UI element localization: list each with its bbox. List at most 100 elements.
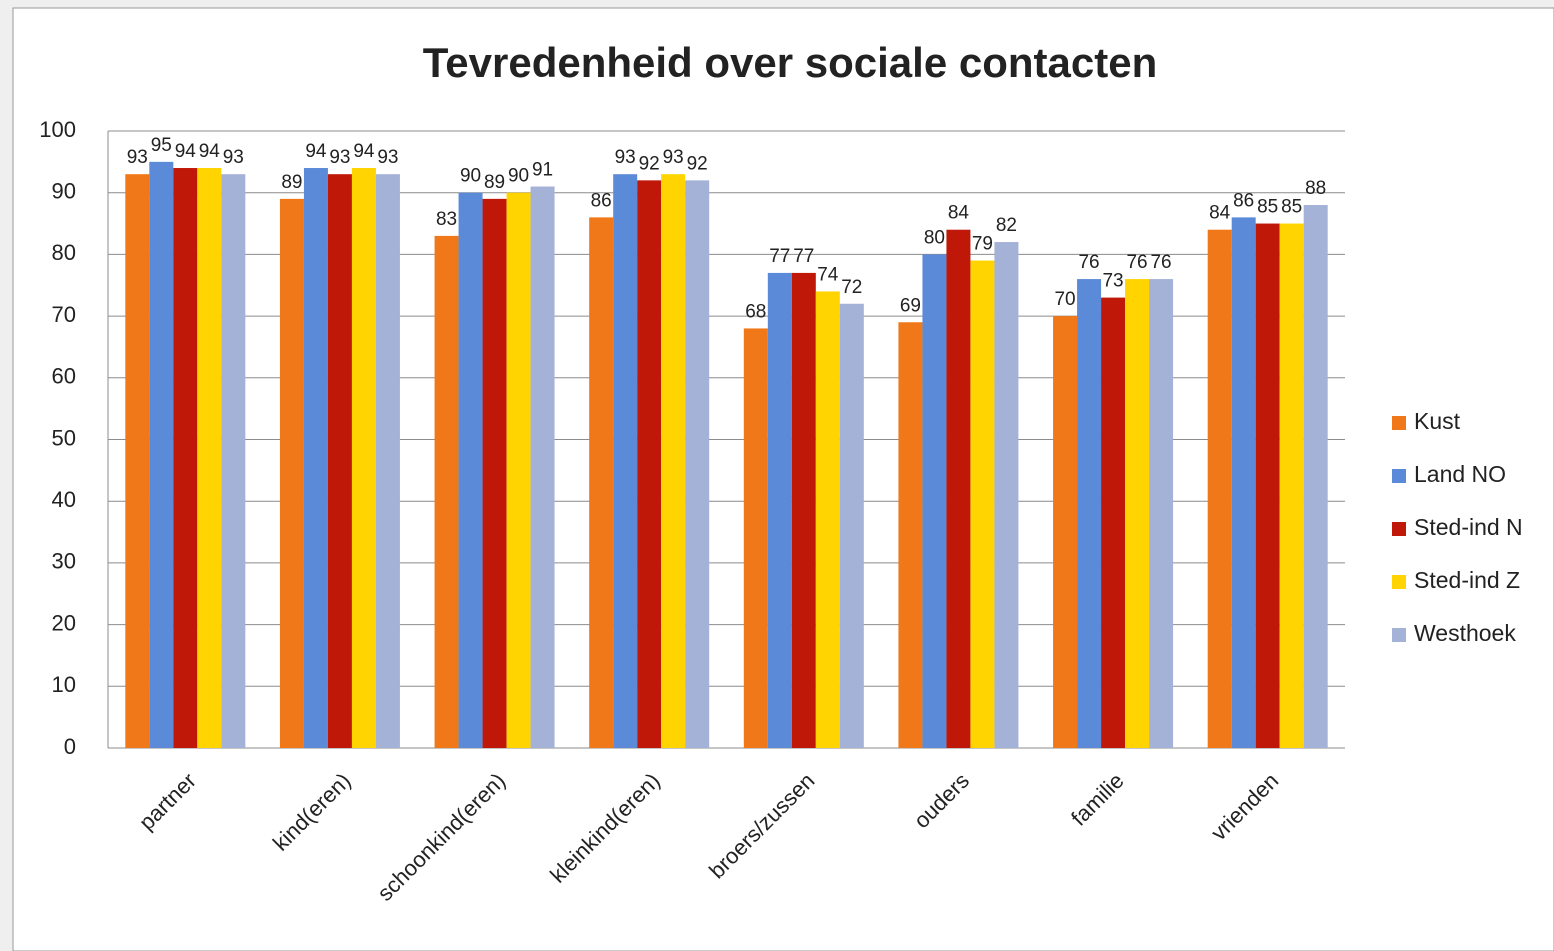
data-label: 89: [484, 172, 505, 193]
legend-swatch: [1392, 522, 1406, 536]
data-label: 70: [1054, 289, 1075, 310]
data-label: 73: [1102, 271, 1123, 292]
y-tick-label: 20: [52, 610, 76, 635]
bar: [994, 242, 1019, 748]
bar: [1077, 279, 1102, 748]
y-tick-label: 0: [64, 734, 76, 759]
bar: [685, 180, 710, 749]
legend-label: Kust: [1414, 408, 1461, 434]
bar: [149, 161, 174, 749]
bar: [434, 235, 459, 748]
chart-title: Tevredenheid over sociale contacten: [423, 39, 1158, 86]
y-tick-label: 30: [52, 549, 76, 574]
bar: [1231, 217, 1256, 748]
legend-label: Land NO: [1414, 461, 1506, 487]
data-label: 95: [151, 135, 172, 156]
bar: [197, 168, 222, 748]
bar: [279, 198, 304, 748]
bar: [970, 260, 995, 748]
bar: [351, 168, 376, 748]
legend-swatch: [1392, 416, 1406, 430]
bar: [815, 291, 840, 748]
y-tick-label: 80: [52, 240, 76, 265]
bar: [1207, 229, 1232, 749]
data-label: 93: [663, 147, 684, 168]
bar: [946, 229, 971, 749]
data-label: 92: [639, 153, 660, 174]
bar: [173, 168, 198, 748]
data-label: 72: [841, 277, 862, 298]
data-label: 93: [329, 147, 350, 168]
bar: [767, 272, 792, 748]
bar: [791, 272, 816, 748]
bar: [1149, 279, 1174, 748]
data-label: 93: [127, 147, 148, 168]
bar: [839, 303, 864, 748]
legend-label: Sted-ind N: [1414, 514, 1523, 540]
data-label: 77: [793, 246, 814, 267]
bar: [661, 174, 686, 748]
data-label: 83: [436, 209, 457, 230]
bar: [589, 217, 614, 748]
bar: [1255, 223, 1280, 749]
data-label: 82: [996, 215, 1017, 236]
data-label: 79: [972, 234, 993, 255]
bar: [327, 174, 352, 748]
data-label: 85: [1281, 197, 1302, 218]
legend-swatch: [1392, 628, 1406, 642]
bar: [482, 198, 507, 748]
data-label: 86: [591, 190, 612, 211]
data-label: 80: [924, 227, 945, 248]
data-label: 76: [1150, 252, 1171, 273]
y-tick-label: 60: [52, 364, 76, 389]
bar: [1125, 279, 1150, 748]
data-label: 77: [769, 246, 790, 267]
bar: [221, 174, 246, 748]
data-label: 68: [745, 301, 766, 322]
bar: [125, 174, 150, 748]
y-tick-label: 40: [52, 487, 76, 512]
data-label: 69: [900, 295, 921, 316]
bar: [613, 174, 638, 748]
data-label: 84: [1209, 203, 1231, 224]
bar: [458, 192, 483, 748]
bar: [922, 254, 947, 748]
bar: [506, 192, 531, 748]
data-label: 85: [1257, 197, 1278, 218]
data-label: 91: [532, 160, 553, 181]
data-label: 93: [223, 147, 244, 168]
bar: [303, 168, 328, 748]
y-tick-label: 50: [52, 425, 76, 450]
data-label: 94: [199, 141, 221, 162]
y-tick-label: 10: [52, 672, 76, 697]
data-label: 92: [687, 153, 708, 174]
legend-swatch: [1392, 469, 1406, 483]
bar: [1053, 316, 1078, 748]
legend-label: Sted-ind Z: [1414, 567, 1520, 593]
bar: [1303, 205, 1328, 749]
bar: [898, 322, 923, 748]
data-label: 94: [353, 141, 375, 162]
bar: [375, 174, 400, 748]
data-label: 88: [1305, 178, 1326, 199]
bar: [530, 186, 555, 748]
data-label: 90: [508, 166, 529, 187]
data-label: 74: [817, 264, 839, 285]
data-label: 86: [1233, 190, 1254, 211]
y-tick-label: 100: [39, 117, 76, 142]
bar: [743, 328, 768, 748]
data-label: 90: [460, 166, 481, 187]
data-label: 94: [305, 141, 327, 162]
data-label: 76: [1078, 252, 1099, 273]
legend-label: Westhoek: [1414, 620, 1516, 646]
y-tick-label: 90: [52, 179, 76, 204]
data-label: 76: [1126, 252, 1147, 273]
bar: [637, 180, 662, 749]
data-label: 89: [281, 172, 302, 193]
data-label: 93: [615, 147, 636, 168]
data-label: 93: [377, 147, 398, 168]
data-label: 94: [175, 141, 197, 162]
y-tick-label: 70: [52, 302, 76, 327]
data-label: 84: [948, 203, 970, 224]
